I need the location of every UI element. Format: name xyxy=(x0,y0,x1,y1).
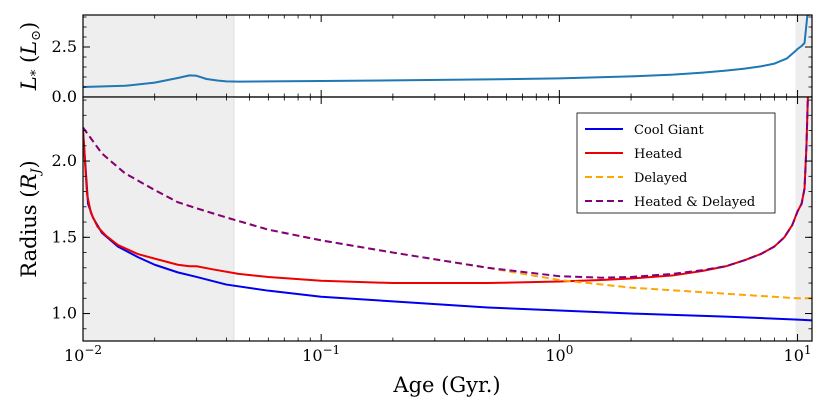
top-series-line xyxy=(83,15,810,88)
top-shaded-region xyxy=(83,15,234,97)
bottom-xtick-label: 10−1 xyxy=(302,343,340,365)
bottom-xtick-label: 10−2 xyxy=(64,343,102,365)
bottom-ylabel: Radius (RJ) xyxy=(17,160,44,277)
bottom-ytick-label: 1.0 xyxy=(52,304,77,323)
bottom-shaded-region xyxy=(83,97,234,341)
top-shaded-regions xyxy=(83,15,813,97)
bottom-xtick-label: 100 xyxy=(545,343,573,365)
legend-label: Heated & Delayed xyxy=(634,195,755,210)
top-panel: 0.0 2.5 L* (L⊙) xyxy=(17,14,813,106)
bottom-shaded-region xyxy=(795,97,812,341)
top-shaded-region xyxy=(795,15,812,97)
top-luminosity-lines xyxy=(83,15,810,88)
bottom-ticks: 1.0 1.5 2.0 10−2 10−1 100 101 xyxy=(52,97,812,365)
legend-label: Heated xyxy=(634,147,682,162)
top-ylabel: L* (L⊙) xyxy=(17,22,44,91)
bottom-radius-lines xyxy=(83,97,812,322)
top-ytick-label: 0.0 xyxy=(52,87,77,106)
top-ticks: 0.0 2.5 xyxy=(52,15,812,106)
top-ytick-label: 2.5 xyxy=(52,37,77,56)
legend-label: Delayed xyxy=(634,171,687,186)
bottom-xtick-label: 101 xyxy=(784,343,812,365)
legend: Cool Giant Heated Delayed Heated & Delayed xyxy=(576,112,776,214)
legend-label: Cool Giant xyxy=(634,123,705,138)
bottom-panel-frame xyxy=(82,96,813,342)
heated-delayed-line xyxy=(83,97,809,279)
bottom-shaded-regions xyxy=(83,97,813,341)
heated-line xyxy=(83,97,809,285)
bottom-panel: 1.0 1.5 2.0 10−2 10−1 100 101 Radius (RJ) Age … xyxy=(17,96,813,397)
bottom-ytick-label: 1.5 xyxy=(52,227,77,246)
bottom-xlabel: Age (Gyr.) xyxy=(392,373,500,397)
bottom-ytick-label: 2.0 xyxy=(52,151,77,170)
